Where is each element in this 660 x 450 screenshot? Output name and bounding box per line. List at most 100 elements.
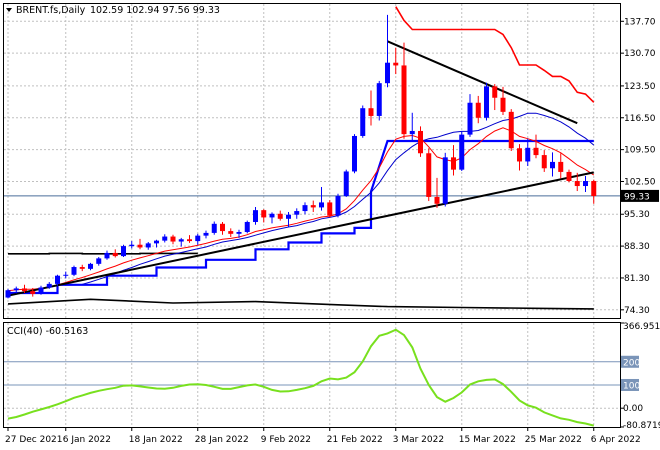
candle <box>418 126 423 157</box>
x-tick-label: 3 Mar 2022 <box>393 435 444 445</box>
candles <box>5 14 597 299</box>
candle-body <box>492 86 498 98</box>
price-axis: 137.70 130.70 123.50 116.50 109.50 102.50 95.3… <box>620 17 659 316</box>
candle-body <box>253 210 258 222</box>
cci-level-label: 200 <box>623 358 640 368</box>
candle <box>104 250 110 260</box>
candle-body <box>467 102 473 135</box>
ma-fast-line <box>7 127 595 292</box>
candle <box>385 14 390 88</box>
candle-body <box>475 102 481 118</box>
candle-body <box>137 244 143 248</box>
candle <box>30 287 36 297</box>
candle <box>467 94 473 137</box>
candle-body <box>220 223 225 232</box>
candle-body <box>277 213 283 219</box>
candle <box>451 145 456 176</box>
candle <box>492 84 498 111</box>
candle-body <box>426 153 432 197</box>
candle-body <box>112 252 118 257</box>
candle-body <box>5 290 11 298</box>
candle-body <box>310 205 316 208</box>
candle-body <box>533 147 539 156</box>
cci-series <box>7 328 595 427</box>
candle-body <box>63 274 69 276</box>
candle-body <box>121 246 126 257</box>
candle <box>360 105 366 138</box>
candle <box>170 234 176 245</box>
candle-body <box>484 86 489 118</box>
candle-body <box>195 235 201 242</box>
candle <box>137 238 143 250</box>
candle-body <box>286 214 291 219</box>
candle <box>88 262 93 271</box>
candle <box>286 211 291 227</box>
y-tick-label: 109.50 <box>624 146 656 156</box>
y-tick-label: 88.30 <box>624 242 650 252</box>
cci-grid <box>4 323 620 427</box>
candle-body <box>459 134 465 170</box>
x-tick-label: 25 Mar 2022 <box>525 435 582 445</box>
cci-levels <box>4 361 620 386</box>
candle <box>426 148 432 202</box>
candle <box>236 229 242 238</box>
x-tick-label: 6 Apr 2022 <box>591 435 641 445</box>
candle-body <box>104 252 110 259</box>
candle <box>500 86 506 116</box>
candle <box>71 265 77 277</box>
candle-body <box>583 181 588 187</box>
candle <box>63 271 69 279</box>
candle <box>55 274 60 286</box>
candle-body <box>508 111 514 149</box>
candle-body <box>517 148 522 162</box>
candle-body <box>335 196 341 216</box>
candle-body <box>393 62 399 66</box>
candle <box>566 169 572 183</box>
cci-panel <box>3 322 621 428</box>
candle <box>583 176 588 192</box>
candle <box>154 239 159 248</box>
candle-body <box>566 171 572 182</box>
y-tick-label: 137.70 <box>624 17 656 27</box>
y-tick-label: 102.50 <box>624 177 656 187</box>
price-grid <box>4 4 620 318</box>
candle <box>558 153 564 179</box>
x-tick-label: 21 Feb 2022 <box>327 435 383 445</box>
cci-level-box <box>621 355 639 368</box>
candle <box>533 134 539 159</box>
candle <box>203 230 209 239</box>
candle-body <box>525 147 531 162</box>
stop-line <box>395 6 595 103</box>
chevron-down-icon <box>6 8 12 12</box>
candle-body <box>360 108 366 136</box>
candle-body <box>129 244 135 247</box>
time-axis: 27 Dec 2021 6 Jan 2022 18 Jan 2022 28 Jan 2… <box>5 427 641 445</box>
symbol-title: BRENT.fs,Daily <box>16 5 86 16</box>
candle <box>121 244 126 258</box>
y-tick-label: 123.50 <box>624 82 656 92</box>
candle-body <box>162 236 168 241</box>
candle-body <box>558 161 564 172</box>
candle <box>352 134 357 174</box>
candle-body <box>401 65 407 135</box>
candle <box>145 242 151 250</box>
candle-body <box>294 211 300 215</box>
candle-body <box>418 130 423 154</box>
candle <box>261 209 267 223</box>
candle-body <box>368 108 374 116</box>
candle-body <box>228 231 234 234</box>
candle <box>368 90 374 126</box>
candle <box>96 257 102 266</box>
candle <box>162 234 168 243</box>
candle-body <box>178 239 184 242</box>
candle-body <box>236 231 242 234</box>
candle <box>508 109 514 151</box>
cci-title: CCI(40) -60.5163 <box>7 326 88 337</box>
candle <box>434 177 440 208</box>
candle-body <box>46 283 52 288</box>
candle-body <box>55 275 60 284</box>
candle-body <box>170 236 176 242</box>
y-tick-label: 74.30 <box>624 306 650 316</box>
